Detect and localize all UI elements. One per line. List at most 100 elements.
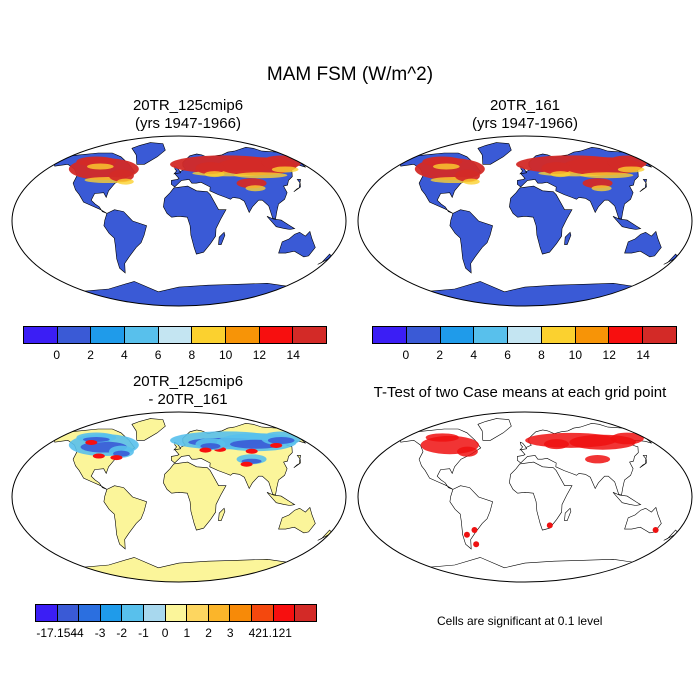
colorbar-swatch [24,327,58,343]
landmass-nz [663,253,679,265]
snow-edge [432,163,460,170]
colorbar-tick-label: 0 [402,348,410,362]
landmass-indonesia [612,216,642,230]
landmass-indonesia [612,492,642,506]
diff-positive-spot [270,442,283,448]
colorbar-tick-label: 14 [636,348,650,362]
snow-region [108,169,134,182]
landmass-nz [317,253,333,265]
colorbar-tick-label: 8 [188,348,196,362]
significant-cells [546,522,553,529]
colorbar-tick-label: 14 [286,348,300,362]
snow-region [261,155,302,170]
panel-3-title: 20TR_125cmip6 - 20TR_161 [38,373,338,409]
landmass-nz [317,529,333,541]
colorbar-panel-3 [35,604,317,622]
landmass-nz [663,529,679,541]
snow-edge [617,166,645,173]
panel-1-title-line1: 20TR_125cmip6 [132,97,244,114]
colorbar-swatch [192,327,227,343]
snow-edge [271,166,299,173]
snow-region [607,155,648,170]
colorbar-tick-label: 12 [602,348,616,362]
map-border [357,411,693,583]
map-panel-3 [11,411,347,583]
colorbar-swatch [226,327,260,343]
colorbar-swatch [259,327,294,343]
colorbar-swatch [474,327,509,343]
landmass-antarctica [391,557,655,582]
colorbar-tick-label: -2 [116,626,128,640]
colorbar-swatch [158,327,193,343]
colorbar-swatch [100,605,123,621]
colorbar-swatch [125,327,159,343]
colorbar-tick-label: 0 [161,626,169,640]
colorbar-tick-label: 4 [248,626,256,640]
colorbar-swatch [440,327,475,343]
landmass-madagascar [218,507,226,521]
colorbar-swatch [36,605,58,621]
landmass-australia [278,506,316,534]
main-title: MAM FSM (W/m^2) [266,64,434,85]
landmass-japan [293,179,301,192]
snow-edge [580,172,634,179]
colorbar-tick-label: 6 [504,348,511,362]
colorbar-tick-label: -17.154 [36,626,78,640]
landmass-africa [509,461,573,531]
landmass-australia [278,230,316,258]
landmass-samerica [103,485,147,550]
colorbar-tick-label: 3 [226,626,234,640]
diff-positive-spot [92,453,105,459]
colorbar-swatch [187,605,209,621]
panel-3-title-line2: - 20TR_161 [148,391,228,408]
landmass-greenland [477,418,512,441]
snow-edge [463,178,480,185]
colorbar-tick-label: 8 [538,348,545,362]
landmass-japan [639,455,647,468]
colorbar-swatch [541,327,576,343]
colorbar-swatch [373,327,407,343]
diff-positive-spot [199,447,212,453]
colorbar-tick-label: 0 [53,348,61,362]
panel-2-title: 20TR_161 (yrs 1947-1966) [375,97,675,133]
colorbar-tick-label: -3 [94,626,106,640]
significant-cells [543,439,569,450]
map-panel-2 [357,135,693,307]
panel-1-title-line2: (yrs 1947-1966) [135,115,241,132]
map-border [11,135,347,307]
colorbar-swatch [293,327,327,343]
landmass-japan [639,179,647,192]
snow-region [454,169,480,182]
map-panel-1 [11,135,347,307]
colorbar-swatch [144,605,166,621]
colorbar-swatch [406,327,441,343]
colorbar-swatch [575,327,610,343]
significant-cells [471,527,478,534]
colorbar-swatch [79,605,101,621]
colorbar-tick-label: 21.121 [255,626,292,640]
diff-positive-spot [240,461,253,467]
landmass-africa [509,185,573,255]
colorbar-tick-label: 2 [205,626,212,640]
colorbar-swatch [230,605,253,621]
significant-cells [652,527,659,534]
landmass-indonesia [266,216,296,230]
landmass-antarctica [45,281,309,306]
colorbar-tick-label: 10 [568,348,583,362]
colorbar-tick-label: -1 [138,626,149,640]
colorbar-tick-label: 4 [120,348,128,362]
colorbar-tick-label: 12 [252,348,267,362]
significant-cells [463,531,470,538]
colorbar-swatch [57,605,80,621]
colorbar-tick-label: -4 [73,626,84,640]
landmass-greenland [131,142,166,165]
landmass-samerica [103,209,147,274]
snow-edge [245,185,266,192]
snow-edge [86,163,114,170]
snow-edge [550,171,571,178]
landmass-madagascar [564,231,572,245]
colorbar-tick-label: 6 [154,348,162,362]
landmass-britain [519,441,528,451]
landmass-australia [624,230,662,258]
landmass-madagascar [564,507,572,521]
